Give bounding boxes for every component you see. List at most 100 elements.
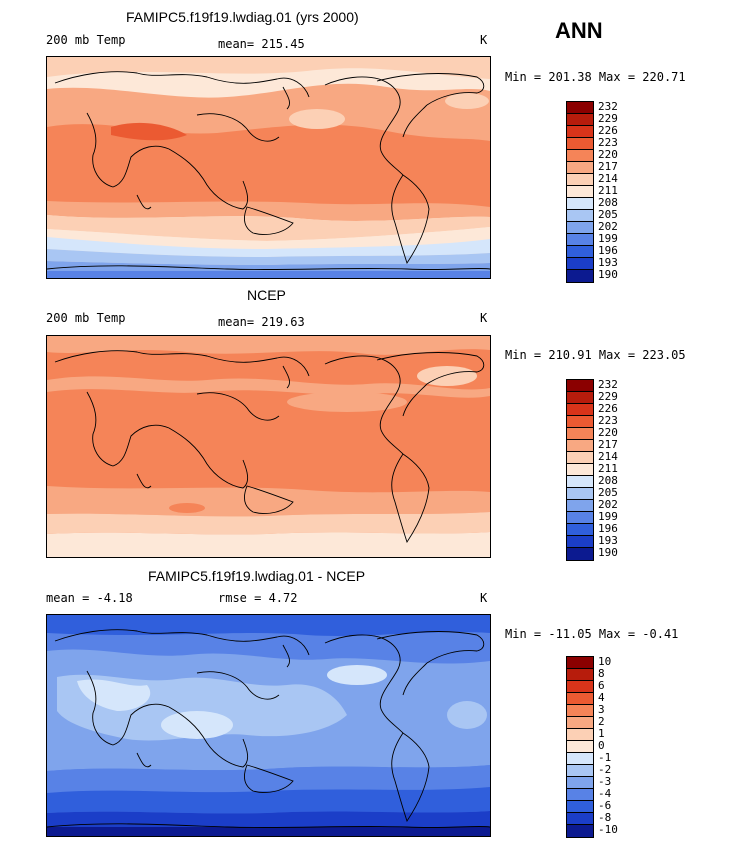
colorbar-tick-label: 211 [598,184,618,197]
colorbar-swatch [567,488,593,500]
colorbar-tick-label: 223 [598,414,618,427]
panel1-colorbar-labels: 232 229 226 223 220 217 214 211 208 205 … [598,101,618,281]
colorbar-tick-label: 202 [598,220,618,233]
colorbar-swatch [567,114,593,126]
panel3-units-label: K [480,591,488,605]
colorbar-swatch [567,210,593,222]
colorbar-swatch [567,464,593,476]
colorbar-swatch [567,126,593,138]
panel1-units-label: K [480,33,488,47]
colorbar-swatch [567,524,593,536]
colorbar-tick-label: 226 [598,402,618,415]
panel3-rmse-label: rmse = 4.72 [218,591,298,605]
colorbar-tick-label: 199 [598,232,618,245]
colorbar-swatch [567,186,593,198]
colorbar-tick-label: -3 [598,775,612,788]
colorbar-swatch [567,174,593,186]
colorbar-swatch [567,392,593,404]
colorbar-swatch [567,693,593,705]
panel2-title: NCEP [247,287,286,303]
colorbar-swatch [567,380,593,392]
colorbar-tick-label: 217 [598,438,618,451]
colorbar-swatch [567,512,593,524]
colorbar-tick-label: 214 [598,450,618,463]
colorbar-tick-label: 229 [598,112,618,125]
colorbar-swatch [567,729,593,741]
colorbar-swatch [567,222,593,234]
colorbar-tick-label: 205 [598,486,618,499]
colorbar-tick-label: 193 [598,534,618,547]
colorbar-swatch [567,428,593,440]
colorbar-swatch [567,548,593,560]
colorbar-tick-label: 0 [598,739,605,752]
colorbar-tick-label: 3 [598,703,605,716]
colorbar-swatch [567,246,593,258]
colorbar-swatch [567,440,593,452]
colorbar-swatch [567,138,593,150]
colorbar-swatch [567,198,593,210]
colorbar-tick-label: 211 [598,462,618,475]
colorbar-tick-label: 232 [598,100,618,113]
panel1-variable-label: 200 mb Temp [46,33,126,47]
panel2-contour-field [47,336,490,557]
panel2-units-label: K [480,311,488,325]
panel1-colorbar [566,101,594,283]
colorbar-swatch [567,765,593,777]
colorbar-swatch [567,753,593,765]
colorbar-swatch [567,669,593,681]
colorbar-tick-label: 193 [598,256,618,269]
colorbar-swatch [567,258,593,270]
colorbar-swatch [567,681,593,693]
colorbar-swatch [567,150,593,162]
colorbar-swatch [567,825,593,837]
colorbar-swatch [567,717,593,729]
colorbar-tick-label: 196 [598,244,618,257]
colorbar-tick-label: -10 [598,823,618,836]
colorbar-swatch [567,500,593,512]
colorbar-tick-label: 205 [598,208,618,221]
colorbar-swatch [567,476,593,488]
colorbar-tick-label: 190 [598,546,618,559]
colorbar-swatch [567,813,593,825]
colorbar-tick-label: -6 [598,799,612,812]
colorbar-tick-label: 196 [598,522,618,535]
colorbar-swatch [567,801,593,813]
colorbar-tick-label: 190 [598,268,618,281]
panel1-mean-label: mean= 215.45 [218,37,305,51]
panel2-mean-label: mean= 219.63 [218,315,305,329]
colorbar-tick-label: -2 [598,763,612,776]
colorbar-tick-label: 208 [598,474,618,487]
colorbar-tick-label: 10 [598,655,612,668]
colorbar-tick-label: -8 [598,811,612,824]
colorbar-swatch [567,452,593,464]
colorbar-swatch [567,270,593,282]
colorbar-tick-label: 199 [598,510,618,523]
colorbar-tick-label: -4 [598,787,612,800]
colorbar-swatch [567,162,593,174]
panel3-map [46,614,491,837]
colorbar-swatch [567,416,593,428]
colorbar-tick-label: 217 [598,160,618,173]
colorbar-tick-label: 8 [598,667,605,680]
panel2-colorbar-labels: 232 229 226 223 220 217 214 211 208 205 … [598,379,618,559]
panel3-title: FAMIPC5.f19f19.lwdiag.01 - NCEP [148,568,366,584]
panel2-map [46,335,491,558]
colorbar-tick-label: 1 [598,727,605,740]
colorbar-tick-label: 2 [598,715,605,728]
colorbar-tick-label: 232 [598,378,618,391]
colorbar-tick-label: 220 [598,426,618,439]
panel3-contour-field [47,615,490,836]
colorbar-swatch [567,234,593,246]
colorbar-tick-label: 220 [598,148,618,161]
panel1-minmax-label: Min = 201.38 Max = 220.71 [505,70,686,84]
colorbar-tick-label: 223 [598,136,618,149]
colorbar-tick-label: -1 [598,751,612,764]
colorbar-swatch [567,741,593,753]
season-label: ANN [555,18,603,43]
colorbar-tick-label: 226 [598,124,618,137]
colorbar-tick-label: 6 [598,679,605,692]
colorbar-swatch [567,102,593,114]
colorbar-tick-label: 229 [598,390,618,403]
panel3-colorbar [566,656,594,838]
panel3-minmax-label: Min = -11.05 Max = -0.41 [505,627,679,641]
